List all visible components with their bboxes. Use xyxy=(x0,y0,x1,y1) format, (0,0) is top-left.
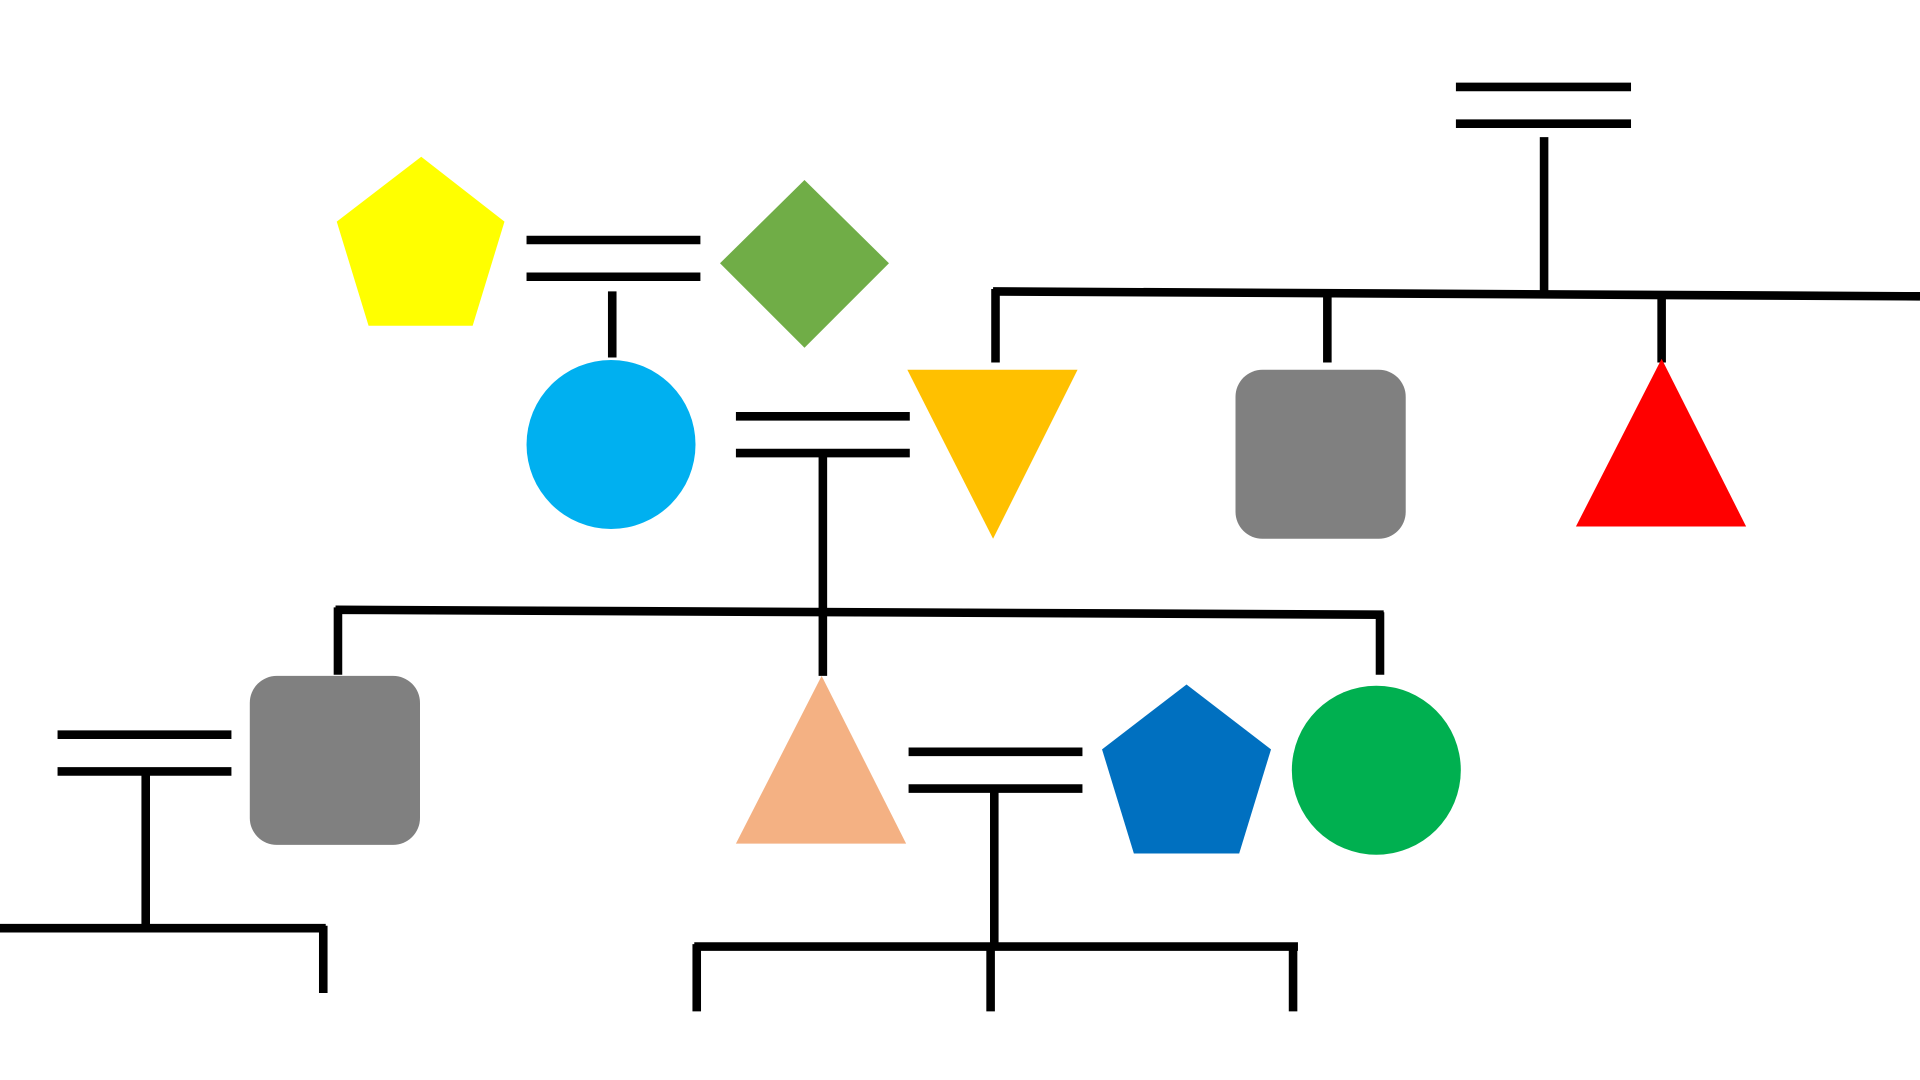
marriage-mark-circle-triangle xyxy=(735,412,910,458)
sibling-bar xyxy=(335,605,1384,619)
marriage-mark-top-right xyxy=(1455,82,1632,128)
green-diamond-node xyxy=(720,180,889,348)
sibling-bar xyxy=(993,287,1920,301)
orange-down-triangle-node xyxy=(907,369,1078,539)
descent-lines-top-right xyxy=(991,137,1920,363)
marriage-mark-left xyxy=(57,730,232,776)
gray-square-bottom-node xyxy=(249,675,420,845)
yellow-pentagon-node xyxy=(336,156,505,326)
descent-lines-bottom xyxy=(692,788,1298,1012)
gray-square-top-node xyxy=(1235,369,1406,539)
marriage-mark-pentagon-diamond xyxy=(526,235,701,282)
marriage-mark-bottom xyxy=(908,747,1083,793)
sky-circle-node xyxy=(526,360,696,529)
green-circle-node xyxy=(1291,685,1461,855)
peach-triangle-node xyxy=(735,675,907,844)
red-triangle-node xyxy=(1575,358,1747,527)
blue-pentagon-node xyxy=(1102,684,1272,854)
descent-lines-left xyxy=(0,771,328,994)
descent-lines-circle-triangle xyxy=(333,453,1385,676)
